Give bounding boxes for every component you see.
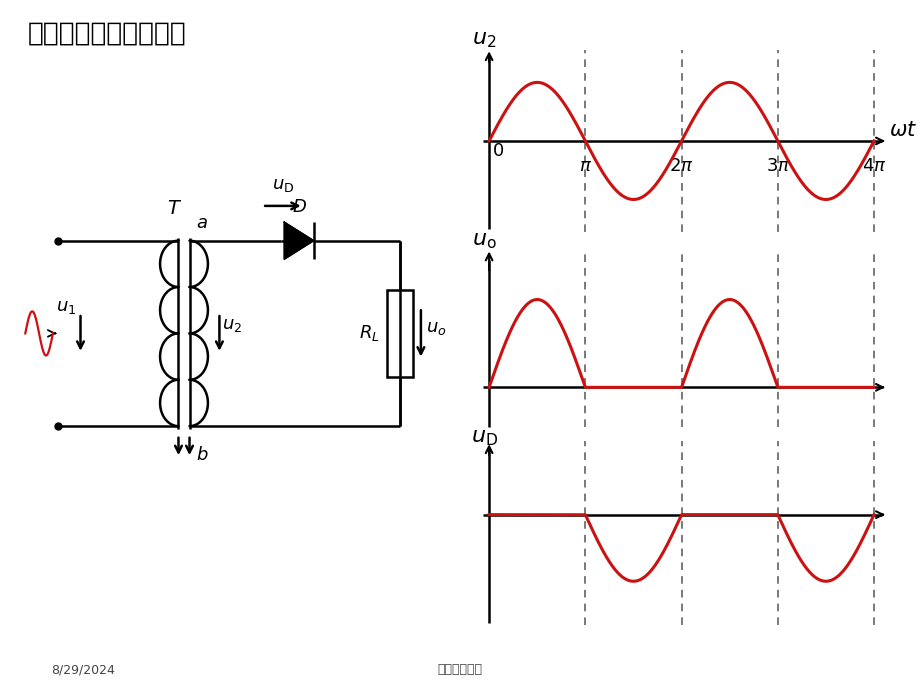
Text: $u_{\rm D}$: $u_{\rm D}$ <box>471 428 497 448</box>
Text: $u_1$: $u_1$ <box>55 298 76 316</box>
Text: $u_{\rm o}$: $u_{\rm o}$ <box>471 231 496 251</box>
Text: $D$: $D$ <box>291 198 306 217</box>
Text: $3\pi$: $3\pi$ <box>765 157 789 175</box>
Bar <box>387 290 413 377</box>
Text: $R_L$: $R_L$ <box>358 324 380 344</box>
Text: 单相半波整流电压波形: 单相半波整流电压波形 <box>28 21 187 47</box>
Text: $T$: $T$ <box>166 199 182 218</box>
Polygon shape <box>284 222 313 259</box>
Text: $a$: $a$ <box>197 214 208 232</box>
Text: $\pi$: $\pi$ <box>578 157 591 175</box>
Text: $4\pi$: $4\pi$ <box>861 157 885 175</box>
Text: $u_2$: $u_2$ <box>471 30 496 50</box>
Text: $u_{\rm D}$: $u_{\rm D}$ <box>271 177 294 195</box>
Text: $\omega t$: $\omega t$ <box>889 120 916 140</box>
Text: $0$: $0$ <box>491 141 503 159</box>
Text: 8/29/2024: 8/29/2024 <box>51 663 115 676</box>
Text: 电工电子技术: 电工电子技术 <box>437 663 482 676</box>
Text: $u_o$: $u_o$ <box>425 319 446 337</box>
Text: $2\pi$: $2\pi$ <box>669 157 693 175</box>
Text: $b$: $b$ <box>197 446 209 464</box>
Text: $u_2$: $u_2$ <box>221 316 242 334</box>
